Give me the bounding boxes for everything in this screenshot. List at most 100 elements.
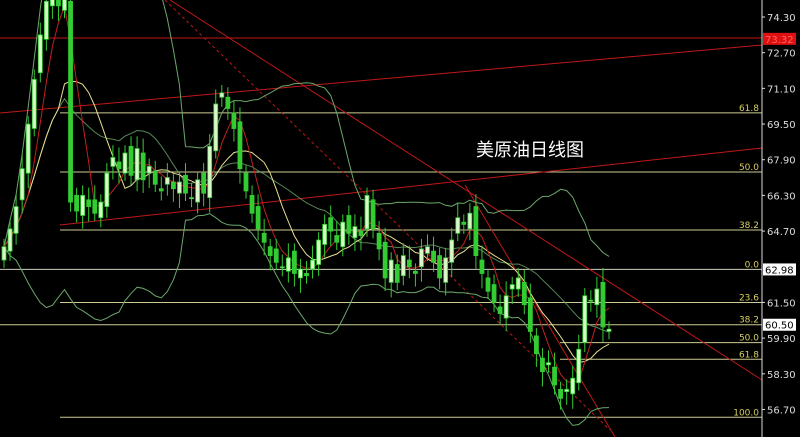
- dashed-trend-line: [164, 0, 611, 431]
- candle: [394, 254, 400, 291]
- candle-body: [304, 273, 309, 277]
- candle-body: [68, 0, 73, 203]
- candle-body: [594, 288, 600, 306]
- candle: [540, 348, 545, 387]
- candle-body: [37, 34, 43, 74]
- candle-body: [388, 259, 394, 283]
- candle: [1, 238, 7, 268]
- candle: [322, 214, 328, 258]
- candle-body: [116, 161, 122, 170]
- candle: [279, 254, 285, 277]
- candle: [328, 205, 334, 247]
- fib-level-label: 38.2: [739, 221, 759, 231]
- candle-body: [164, 177, 170, 185]
- candle: [291, 243, 297, 287]
- candle: [146, 158, 152, 189]
- candle: [213, 89, 219, 159]
- candle: [364, 187, 370, 237]
- fib-level-label: 50.0: [739, 163, 759, 173]
- candle-body: [122, 152, 128, 174]
- candle: [104, 163, 110, 218]
- fib-level-label: 50.0: [739, 334, 759, 344]
- candle-body: [189, 197, 194, 200]
- candle-body: [485, 277, 491, 292]
- candle-body: [104, 172, 110, 207]
- trend-line: [0, 44, 763, 114]
- candle-body: [449, 239, 455, 263]
- price-tick-label: 64.70: [767, 227, 796, 238]
- candle: [455, 203, 461, 242]
- candle: [606, 321, 612, 340]
- candle-body: [370, 199, 376, 230]
- candle-body: [515, 277, 521, 290]
- candle-body: [497, 306, 503, 314]
- candle: [164, 163, 170, 196]
- candle-body: [43, 0, 49, 40]
- candle-body: [255, 206, 261, 230]
- candle-body: [128, 145, 134, 176]
- candle-body: [582, 295, 588, 343]
- price-tick-label: 61.50: [767, 298, 796, 309]
- candle-body: [412, 270, 418, 274]
- candle: [406, 245, 412, 279]
- candle: [515, 267, 521, 297]
- candle-body: [13, 206, 19, 234]
- candle-body: [291, 250, 297, 274]
- candle: [207, 134, 213, 213]
- candle: [340, 214, 346, 257]
- price-tick-label: 59.90: [767, 334, 796, 345]
- candle-body: [364, 194, 370, 230]
- candle-body: [279, 266, 285, 269]
- candle-body: [328, 217, 334, 232]
- fib-level-label: 61.8: [739, 104, 759, 114]
- candle: [25, 116, 31, 189]
- candle: [473, 194, 479, 269]
- candle: [485, 270, 491, 300]
- candle-body: [74, 194, 79, 212]
- candle: [564, 379, 570, 405]
- candle-body: [455, 217, 461, 234]
- candle: [110, 145, 116, 180]
- candle-body: [195, 179, 201, 203]
- candle: [570, 365, 576, 409]
- candle-body: [376, 232, 382, 250]
- price-marker-box: [763, 318, 796, 331]
- candle-body: [7, 228, 13, 252]
- candle: [158, 176, 164, 201]
- candle-body: [146, 166, 152, 174]
- candle-body: [273, 248, 279, 263]
- candle-body: [527, 297, 533, 332]
- candle: [576, 334, 582, 391]
- fib-level-label: 61.8: [739, 350, 759, 360]
- candle: [370, 189, 376, 239]
- candle-body: [267, 246, 273, 257]
- candle-body: [62, 0, 67, 11]
- candle-body: [170, 181, 176, 190]
- candle-body: [152, 170, 158, 185]
- candle: [358, 216, 364, 251]
- candle: [521, 270, 527, 315]
- bollinger-middle-band: [3, 97, 610, 333]
- candle-body: [600, 281, 606, 328]
- candle: [170, 174, 176, 202]
- candle: [231, 100, 237, 142]
- chart-title: 美原油日线图: [476, 140, 584, 161]
- candle: [116, 147, 122, 184]
- candle-body: [443, 257, 449, 283]
- candle-body: [503, 295, 509, 319]
- candle-body: [110, 157, 116, 167]
- candle: [479, 245, 485, 289]
- price-tick-label: 67.90: [767, 156, 796, 167]
- candle-body: [285, 257, 291, 272]
- candle-body: [509, 284, 515, 290]
- candle: [304, 261, 309, 284]
- candle-body: [352, 226, 358, 239]
- candle-body: [19, 168, 25, 201]
- candle-body: [134, 148, 140, 181]
- price-tick-label: 72.70: [767, 49, 796, 60]
- candle-body: [400, 255, 406, 277]
- candle: [582, 287, 588, 353]
- candle: [80, 185, 86, 229]
- candle: [50, 0, 55, 20]
